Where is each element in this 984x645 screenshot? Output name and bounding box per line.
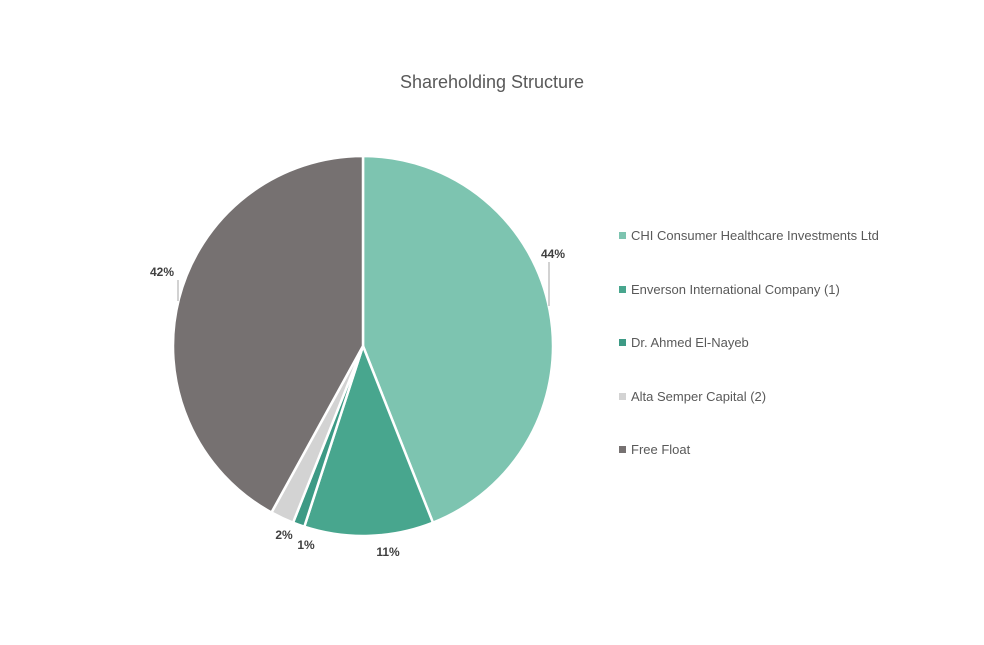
legend-item-1: CHI Consumer Healthcare Investments Ltd [619,228,879,243]
legend-label: Dr. Ahmed El-Nayeb [631,335,749,350]
data-label-3: 1% [297,538,315,552]
data-label-1: 44% [541,247,565,261]
legend-swatch [619,392,626,400]
chart-title: Shareholding Structure [399,72,585,92]
legend-item-3: Dr. Ahmed El-Nayeb [619,335,749,350]
legend-label: CHI Consumer Healthcare Investments Ltd [631,228,879,243]
legend-label: Alta Semper Capital (2) [631,388,767,404]
legend-item-2: Enverson International Company (1) [619,282,840,297]
legend-label: Free Float [631,442,691,457]
legend-swatch [619,232,626,239]
pie-slice-1 [361,154,555,525]
legend-item-4: Alta Semper Capital (2) [619,389,766,404]
legend-label: Enverson International Company (1) [631,281,840,297]
data-label-5: 42% [150,265,174,279]
data-label-2: 11% [376,545,400,559]
data-label-4: 2% [275,528,293,542]
pie-slice-5 [171,154,365,515]
legend-swatch [619,285,626,293]
legend-swatch [619,446,626,453]
legend-swatch [619,339,626,346]
pie-slice-2 [302,342,435,538]
legend-item-5: Free Float [619,442,690,457]
